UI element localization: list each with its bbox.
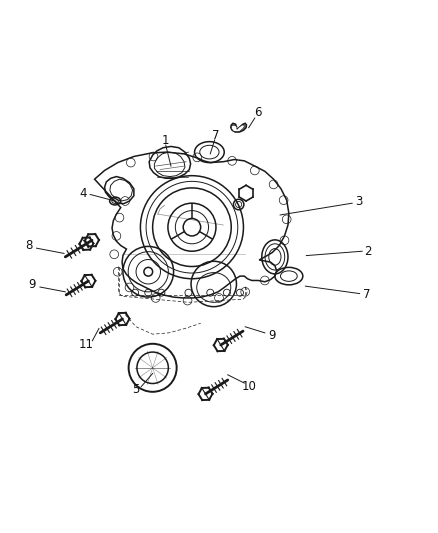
Text: 10: 10 <box>242 380 257 393</box>
Text: 8: 8 <box>25 239 33 252</box>
Text: 9: 9 <box>28 278 36 292</box>
Polygon shape <box>231 123 247 132</box>
Text: 5: 5 <box>132 383 140 396</box>
Polygon shape <box>231 125 244 132</box>
Text: 4: 4 <box>79 187 87 200</box>
Text: 11: 11 <box>78 338 93 351</box>
Text: 7: 7 <box>212 129 219 142</box>
Text: 7: 7 <box>363 288 370 301</box>
Text: 1: 1 <box>162 134 170 147</box>
Text: 9: 9 <box>268 329 276 342</box>
Text: 6: 6 <box>254 106 262 119</box>
Text: 2: 2 <box>364 245 371 258</box>
Text: 3: 3 <box>355 195 362 207</box>
